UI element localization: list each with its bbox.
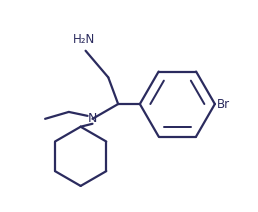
Text: Br: Br: [217, 98, 230, 110]
Text: H₂N: H₂N: [72, 33, 95, 46]
Text: N: N: [88, 112, 97, 125]
